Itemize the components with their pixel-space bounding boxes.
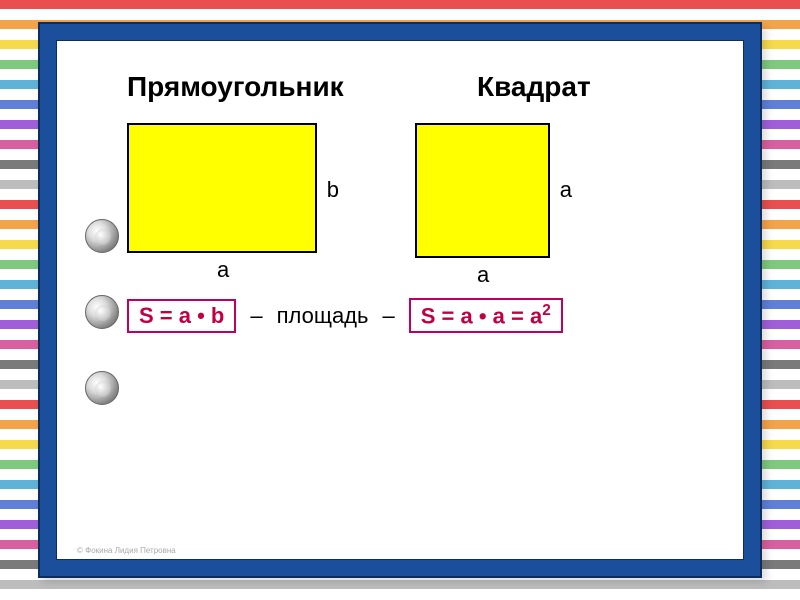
- watermark-text: © Фокина Лидия Петровна: [77, 546, 176, 555]
- headings-row: Прямоугольник Квадрат: [127, 71, 713, 103]
- formula-rectangle: S = a • b: [127, 299, 236, 333]
- rectangle-shape: [127, 123, 317, 253]
- formula-square: S = a • a = a2: [409, 298, 563, 333]
- slide-content: Прямоугольник Квадрат b a a a S = a • b …: [57, 41, 743, 559]
- square-shape: [415, 123, 550, 258]
- slide-frame: Прямоугольник Квадрат b a a a S = a • b …: [38, 22, 762, 578]
- area-word: площадь: [277, 303, 369, 329]
- square-block: a a: [357, 123, 550, 258]
- dash-right: –: [382, 303, 394, 329]
- rect-label-b: b: [327, 177, 339, 203]
- rect-label-a: a: [217, 257, 229, 283]
- dash-left: –: [250, 303, 262, 329]
- heading-square: Квадрат: [477, 71, 677, 103]
- slide-inner: Прямоугольник Квадрат b a a a S = a • b …: [56, 40, 744, 560]
- rectangle-block: b a: [127, 123, 317, 253]
- square-label-right: a: [560, 177, 572, 203]
- square-label-bottom: a: [477, 262, 489, 288]
- shapes-row: b a a a: [127, 123, 713, 258]
- formula-row: S = a • b – площадь – S = a • a = a2: [127, 298, 713, 333]
- heading-rectangle: Прямоугольник: [127, 71, 387, 103]
